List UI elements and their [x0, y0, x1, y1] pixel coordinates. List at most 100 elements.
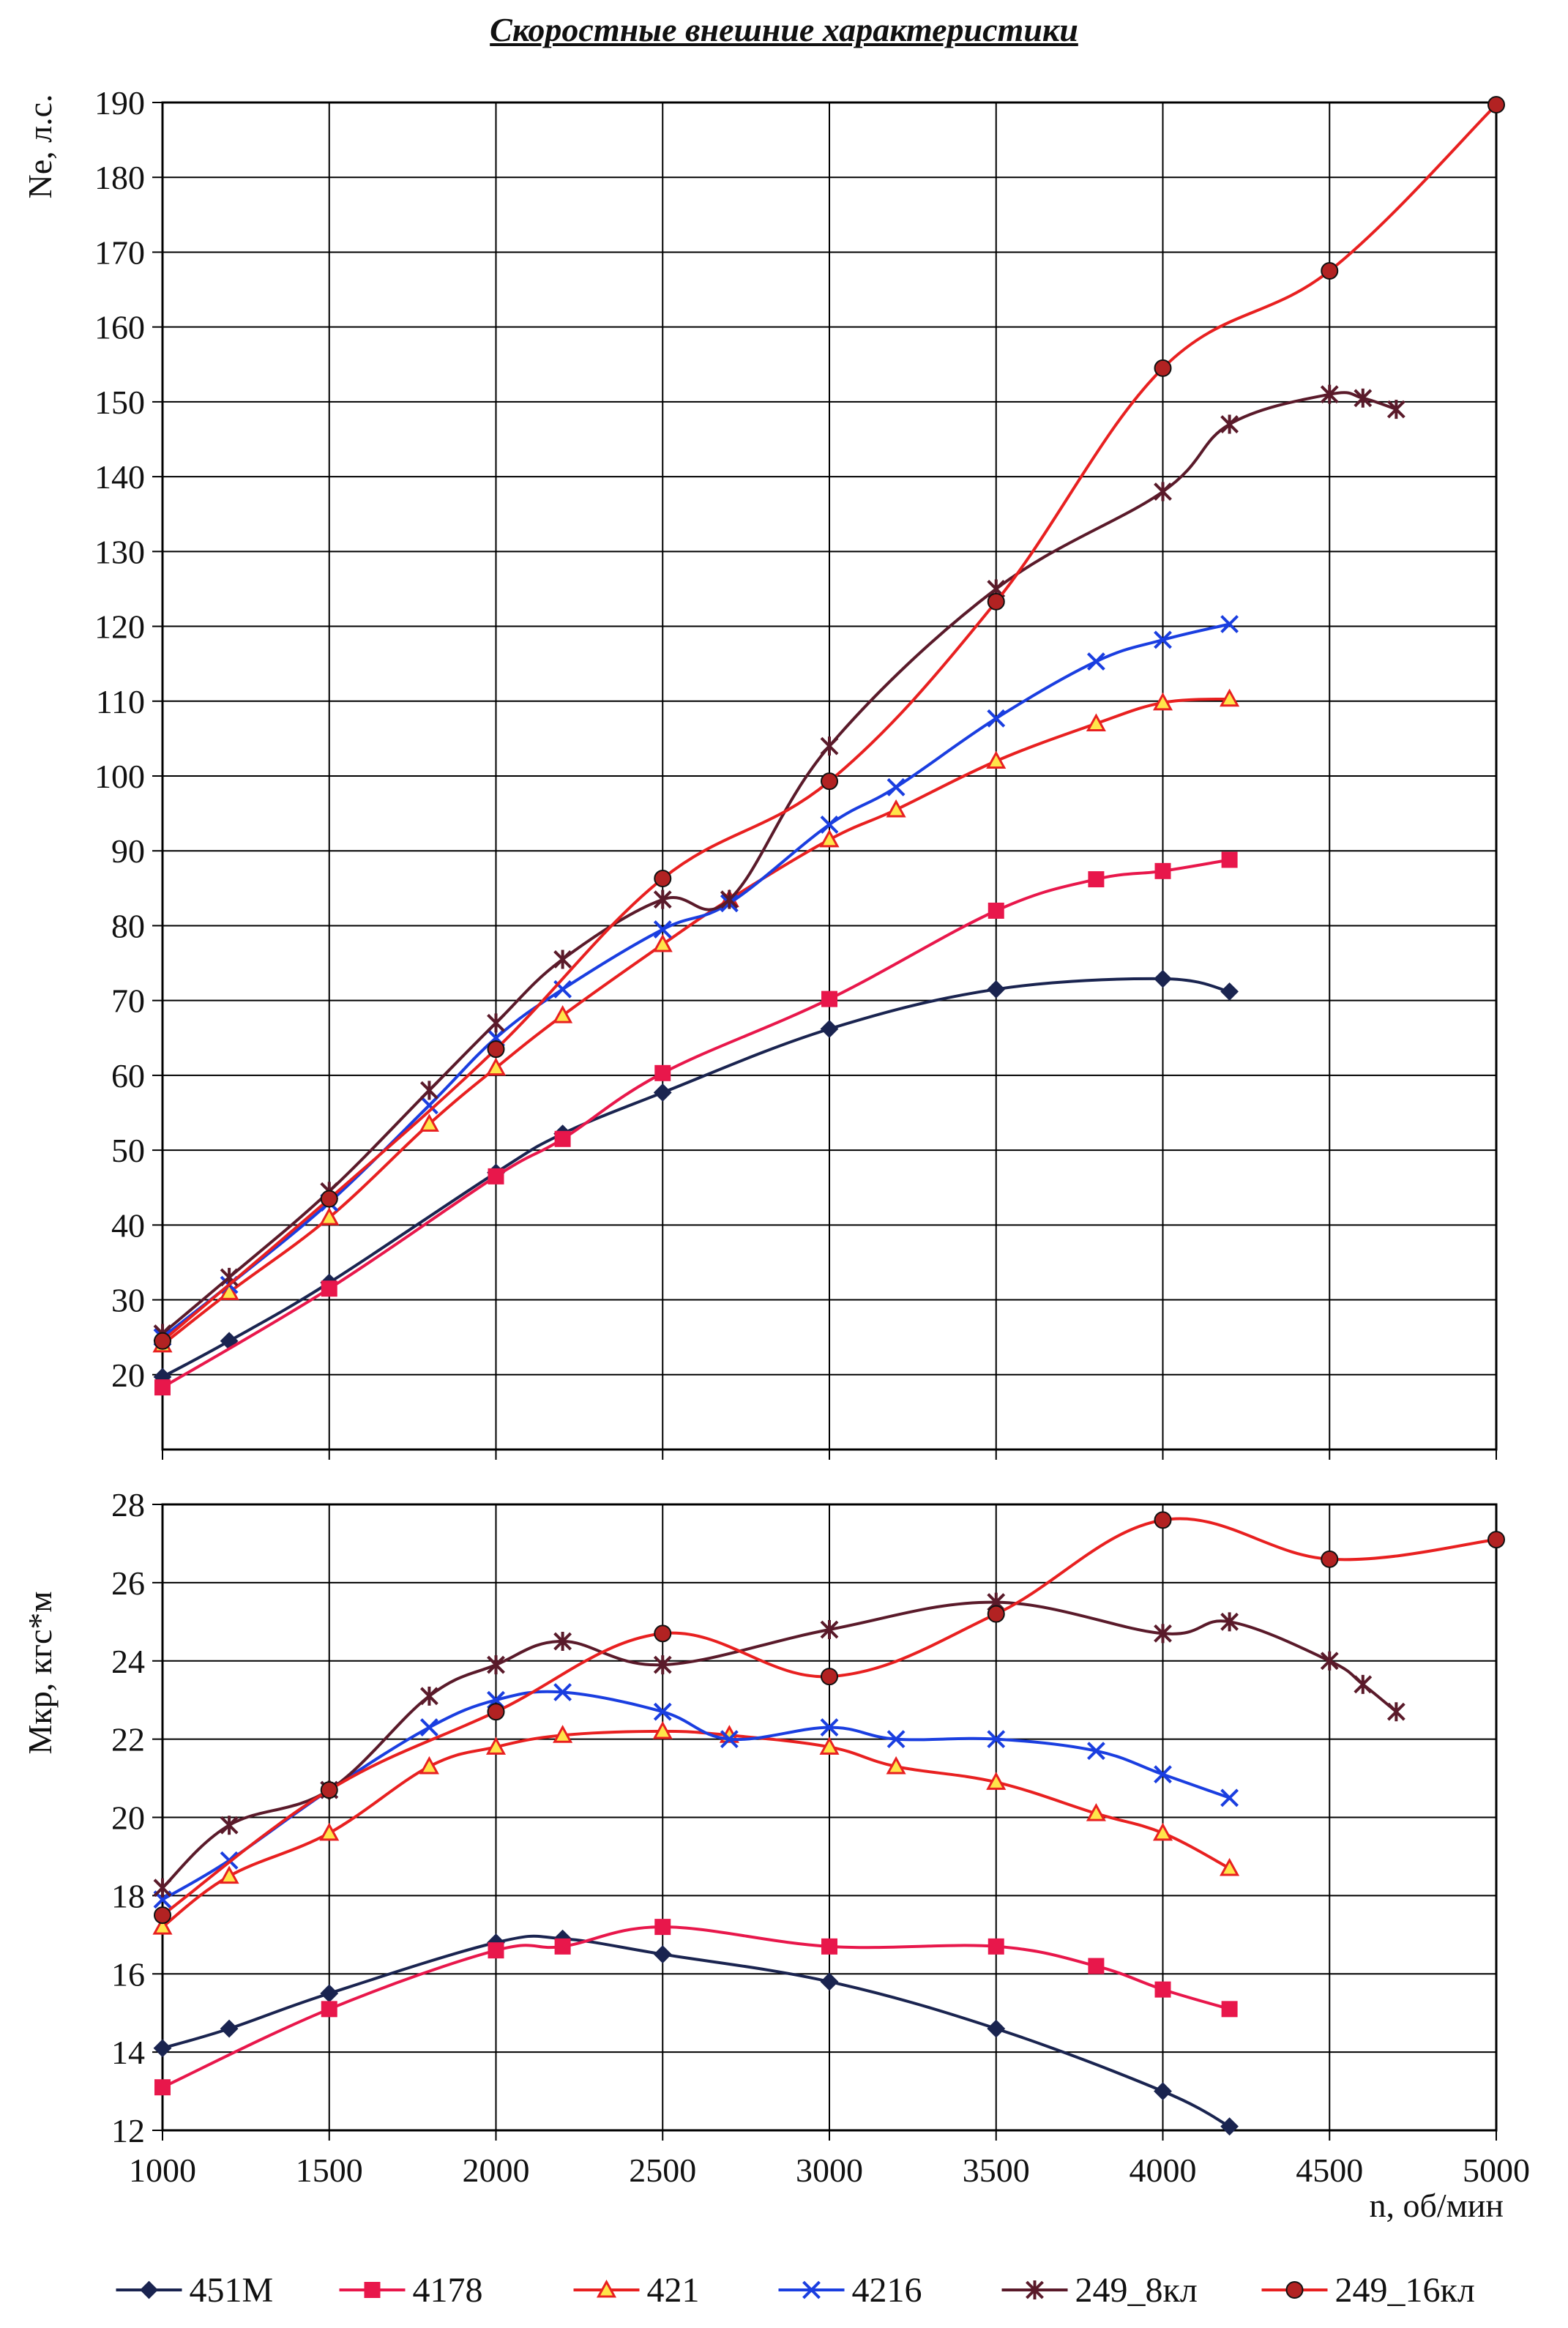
data-point-421	[1086, 713, 1106, 731]
data-point-421	[1220, 688, 1240, 707]
x-tick-label: 1000	[129, 2152, 196, 2189]
data-point-249-8кл	[1220, 1612, 1239, 1632]
data-point-451м	[320, 1984, 339, 2003]
data-point-4216	[886, 777, 906, 796]
legend-item-4216: 4216	[778, 2271, 922, 2310]
data-point-451м	[1220, 982, 1239, 1001]
data-point-4216	[1154, 630, 1172, 649]
data-point-451м	[820, 1972, 839, 1991]
data-point-249-16кл	[654, 1624, 672, 1643]
data-point-249-8кл	[1320, 1651, 1339, 1671]
y-tick-label: 180	[94, 159, 145, 196]
data-point-4178	[821, 1938, 837, 1955]
y-tick-label: 26	[111, 1564, 145, 1602]
y-tick-label: 80	[111, 907, 145, 944]
series-249-8кл	[153, 1592, 1405, 1898]
data-point-4178	[154, 2079, 171, 2096]
legend-item-4178: 4178	[339, 2271, 483, 2310]
data-point-4178	[821, 990, 837, 1007]
legend-label: 4216	[852, 2271, 922, 2310]
data-point-249-8кл	[153, 1878, 172, 1898]
data-point-249-16кл	[1487, 1531, 1505, 1549]
y-tick-label: 30	[111, 1282, 145, 1319]
data-point-249-16кл	[821, 772, 838, 791]
data-point-451м	[1154, 2082, 1172, 2100]
data-point-4216	[419, 1718, 438, 1737]
data-point-4216	[820, 816, 839, 834]
data-point-4178	[988, 1938, 1004, 1955]
data-point-249-8кл	[653, 1655, 672, 1675]
data-point-451м	[1154, 969, 1172, 988]
y-tick-label: 120	[94, 608, 145, 646]
data-point-421	[1220, 1857, 1240, 1876]
y-tick-label: 20	[111, 1799, 145, 1837]
data-point-249-8кл	[220, 1816, 239, 1835]
data-point-249-8кл	[419, 1686, 438, 1706]
legend-label: 451М	[190, 2271, 274, 2310]
data-point-421	[886, 1756, 906, 1775]
data-point-249-16кл	[1154, 1511, 1172, 1529]
series-421	[152, 688, 1240, 1353]
y-tick-label: 100	[94, 758, 145, 795]
y-tick-label: 150	[94, 384, 145, 421]
data-point-249-8кл	[1320, 384, 1339, 404]
legend: 451М 4178 421 4216 249_8кл 249_16кл	[116, 2271, 1475, 2310]
data-point-4216	[553, 1683, 572, 1701]
data-point-249-8кл	[1354, 1674, 1373, 1694]
data-point-4216	[1220, 615, 1239, 633]
data-point-421	[319, 1822, 340, 1841]
legend-marker	[1026, 2280, 1044, 2299]
data-point-4178	[1154, 862, 1171, 879]
data-point-4178	[554, 1938, 571, 1955]
y-tick-label: 14	[111, 2034, 145, 2071]
series-line-451м	[162, 1934, 1231, 2128]
data-point-249-8кл	[720, 889, 739, 909]
data-point-249-8кл	[1220, 414, 1239, 434]
data-point-421	[553, 1004, 573, 1023]
y-tick-label: 22	[111, 1721, 145, 1758]
x-tick-label: 1500	[296, 2152, 363, 2189]
data-point-4216	[1086, 1742, 1105, 1761]
data-point-249-16кл	[1487, 96, 1505, 114]
data-point-421	[419, 1113, 439, 1132]
data-point-249-8кл	[1354, 388, 1373, 408]
data-point-4178	[154, 1379, 171, 1396]
data-point-4178	[654, 1064, 671, 1081]
data-point-421	[819, 829, 840, 848]
data-point-4178	[1221, 2001, 1238, 2018]
legend-item-451м: 451М	[116, 2271, 274, 2310]
x-tick-label: 4000	[1130, 2152, 1197, 2189]
data-point-249-8кл	[1154, 482, 1172, 501]
power-chart: 20 30 40 50 60 70 80 90 100 110 120 130 140 150 160 170…	[21, 84, 1505, 1460]
series-4178	[154, 851, 1238, 1396]
y-tick-label: 16	[111, 1955, 145, 1993]
legend-marker	[364, 2282, 381, 2298]
data-point-249-8кл	[1386, 1702, 1405, 1722]
y-tick-label: 110	[96, 683, 145, 720]
series-line-4178	[161, 858, 1230, 1389]
data-point-4216	[653, 1702, 672, 1721]
data-point-4178	[1088, 871, 1105, 888]
legend-item-249-8кл: 249_8кл	[1001, 2271, 1198, 2310]
y-tick-label: 140	[94, 458, 145, 496]
legend-label: 249_16кл	[1335, 2271, 1475, 2310]
y-tick-label: 24	[111, 1643, 145, 1680]
data-point-4178	[1088, 1958, 1105, 1974]
data-point-421	[319, 1206, 340, 1225]
data-point-421	[419, 1756, 439, 1775]
data-point-421	[1086, 1803, 1106, 1821]
data-point-421	[886, 799, 906, 818]
data-point-451м	[987, 2019, 1006, 2038]
data-point-451м	[153, 2039, 172, 2058]
data-point-4178	[1154, 1981, 1171, 1998]
y-axis-title: Мкр, кгс*м	[21, 1592, 59, 1755]
y-tick-label: 18	[111, 1877, 145, 1914]
data-point-421	[819, 1736, 840, 1755]
series-249-16кл	[154, 96, 1505, 1350]
legend-marker	[140, 2280, 158, 2299]
data-point-249-16кл	[821, 1668, 838, 1686]
data-point-4216	[886, 1730, 906, 1749]
data-point-249-8кл	[553, 1632, 572, 1652]
data-point-421	[986, 1772, 1007, 1790]
